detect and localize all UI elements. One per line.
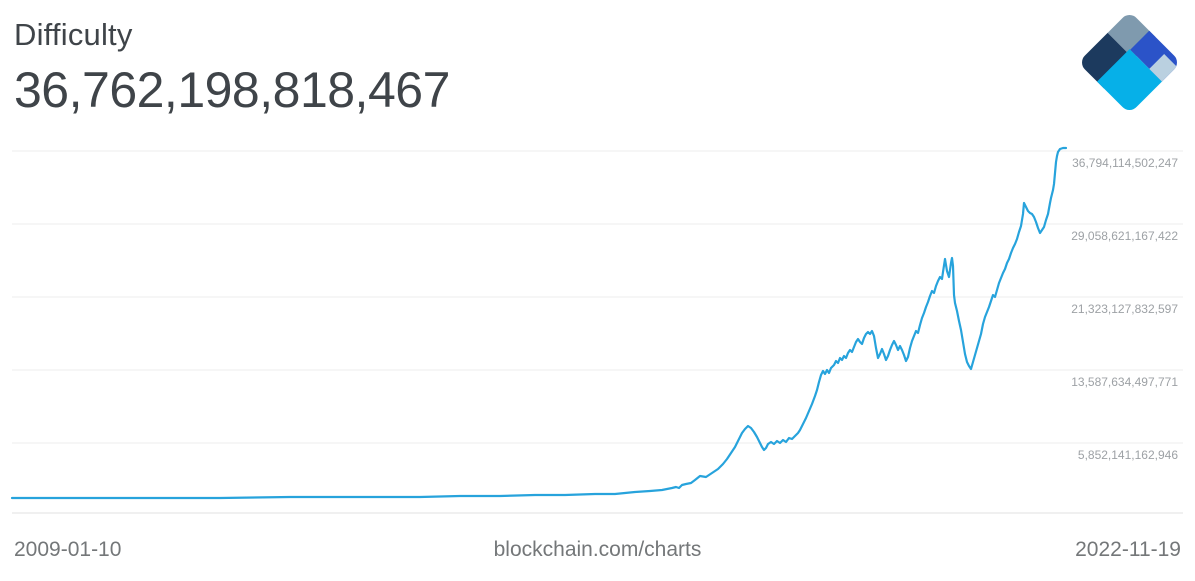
difficulty-line xyxy=(10,146,1068,500)
y-axis-label: 13,587,634,497,771 xyxy=(1071,375,1178,389)
chart-title: Difficulty xyxy=(14,17,133,52)
y-axis-label: 21,323,127,832,597 xyxy=(1071,302,1178,316)
source-url: blockchain.com/charts xyxy=(493,538,702,561)
y-axis-label: 29,058,621,167,422 xyxy=(1071,229,1178,243)
current-difficulty-value: 36,762,198,818,467 xyxy=(14,62,450,118)
chart-header: Difficulty 36,762,198,818,467 xyxy=(14,16,450,116)
y-axis-label: 36,794,114,502,247 xyxy=(1072,156,1178,170)
x-axis-start-date: 2009-01-10 xyxy=(14,538,122,561)
y-axis-label: 5,852,141,162,946 xyxy=(1078,448,1178,462)
x-axis-end-date: 2022-11-19 xyxy=(1075,538,1181,561)
